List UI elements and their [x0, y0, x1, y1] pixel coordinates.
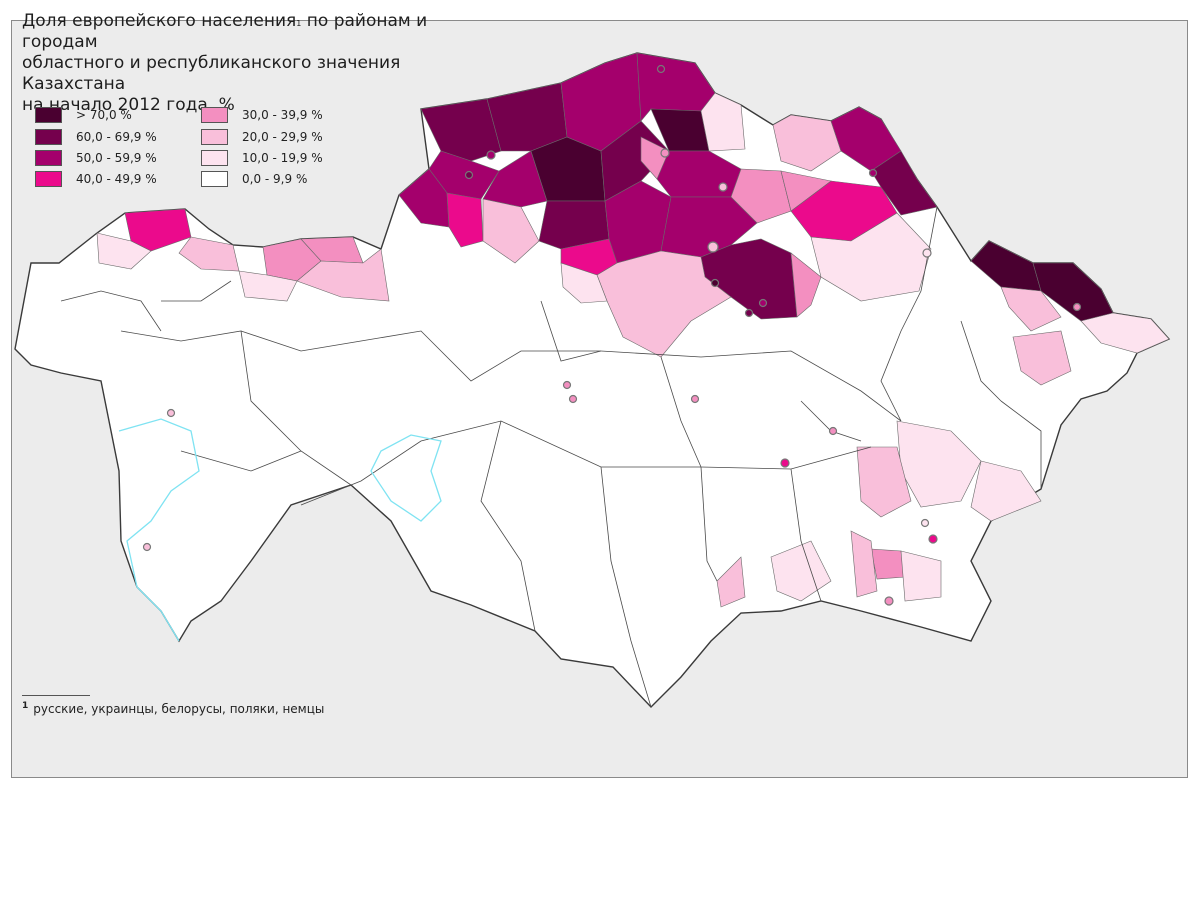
footnote-divider — [22, 695, 90, 696]
city-marker — [828, 426, 838, 436]
region-se-2 — [856, 446, 912, 518]
boundary-line — [880, 206, 938, 422]
region-west-2 — [96, 232, 152, 270]
boundary-line — [240, 330, 902, 422]
city-marker — [758, 298, 768, 308]
map-frame — [11, 20, 1188, 778]
region-north-18 — [700, 92, 746, 152]
region-se-3 — [970, 460, 1042, 522]
boundary-line — [600, 466, 652, 708]
legend-swatch — [201, 107, 228, 123]
city-marker — [166, 408, 176, 418]
boundary-line — [300, 420, 872, 506]
legend-label: 0,0 - 9,9 % — [242, 172, 308, 186]
legend-swatch — [201, 129, 228, 145]
city-marker — [780, 458, 790, 468]
boundary-line — [161, 280, 232, 302]
legend-label: 40,0 - 49,9 % — [76, 172, 157, 186]
city-marker — [1072, 302, 1082, 312]
region-west-1 — [124, 208, 192, 252]
region-west-3 — [178, 236, 240, 272]
choropleth-map — [14, 52, 1171, 709]
region-se-5 — [850, 530, 878, 598]
title-line-1: Доля европейского населения — [22, 11, 297, 31]
boundary-line — [960, 320, 1002, 402]
city-marker — [920, 518, 930, 528]
region-north-24 — [560, 262, 608, 304]
legend-label: 20,0 - 29,9 % — [242, 130, 323, 144]
city-marker — [568, 394, 578, 404]
legend-label: 10,0 - 19,9 % — [242, 151, 323, 165]
city-marker — [562, 380, 572, 390]
caspian-shore — [118, 418, 200, 642]
title-line-2: областного и республиканского значения К… — [22, 53, 401, 94]
city-marker — [744, 308, 754, 318]
region-north-6 — [482, 150, 548, 208]
city-marker — [718, 182, 728, 192]
city-marker — [690, 394, 700, 404]
legend-label: 60,0 - 69,9 % — [76, 130, 157, 144]
city-marker — [707, 241, 719, 253]
region-east-5 — [1080, 312, 1170, 354]
title-footnote-mark: 1 — [296, 19, 302, 28]
legend-swatch — [35, 107, 62, 123]
footnote: 1 русские, украинцы, белорусы, поляки, не… — [22, 701, 324, 716]
legend-swatch — [35, 171, 62, 187]
boundary-line — [700, 466, 718, 582]
footnote-mark: 1 — [22, 701, 29, 711]
boundary-line — [540, 300, 602, 362]
map-title: Доля европейского населения1 по районам … — [22, 11, 502, 116]
title-line-1-rest: по районам и городам — [22, 11, 428, 52]
boundary-line — [1000, 400, 1042, 489]
footnote-text: русские, украинцы, белорусы, поляки, нем… — [33, 702, 325, 716]
city-marker — [868, 168, 878, 178]
legend-swatch — [35, 150, 62, 166]
region-north-7 — [482, 198, 540, 264]
region-north-23 — [596, 250, 732, 358]
city-marker — [656, 64, 666, 74]
boundary-line — [480, 420, 536, 632]
legend-swatch — [35, 129, 62, 145]
boundary-line — [180, 450, 302, 472]
city-marker — [142, 542, 152, 552]
city-marker — [486, 150, 496, 160]
aral-sea — [370, 434, 442, 522]
boundary-line — [660, 356, 702, 468]
city-marker — [710, 278, 720, 288]
title-line-3: на начало 2012 года, % — [22, 95, 235, 115]
region-north-26 — [780, 170, 832, 212]
city-marker — [922, 248, 932, 258]
region-north-4 — [446, 192, 484, 248]
legend-swatch — [201, 150, 228, 166]
region-se-6 — [900, 550, 942, 602]
city-marker — [884, 596, 894, 606]
legend-swatch — [201, 171, 228, 187]
region-west-7 — [238, 270, 298, 302]
region-east-4 — [1012, 330, 1072, 386]
city-marker — [464, 170, 474, 180]
city-marker — [660, 148, 670, 158]
region-se-8 — [716, 556, 746, 608]
region-north-1 — [420, 98, 502, 162]
region-se-4 — [870, 548, 906, 580]
legend-label: 30,0 - 39,9 % — [242, 108, 323, 122]
region-north-19 — [730, 168, 792, 224]
city-marker — [928, 534, 938, 544]
boundary-line — [120, 330, 352, 486]
region-east-3 — [1000, 286, 1062, 332]
boundary-line — [790, 468, 822, 602]
boundary-line — [60, 290, 162, 332]
legend-label: > 70,0 % — [76, 108, 132, 122]
region-north-22 — [790, 252, 822, 318]
legend-label: 50,0 - 59,9 % — [76, 151, 157, 165]
